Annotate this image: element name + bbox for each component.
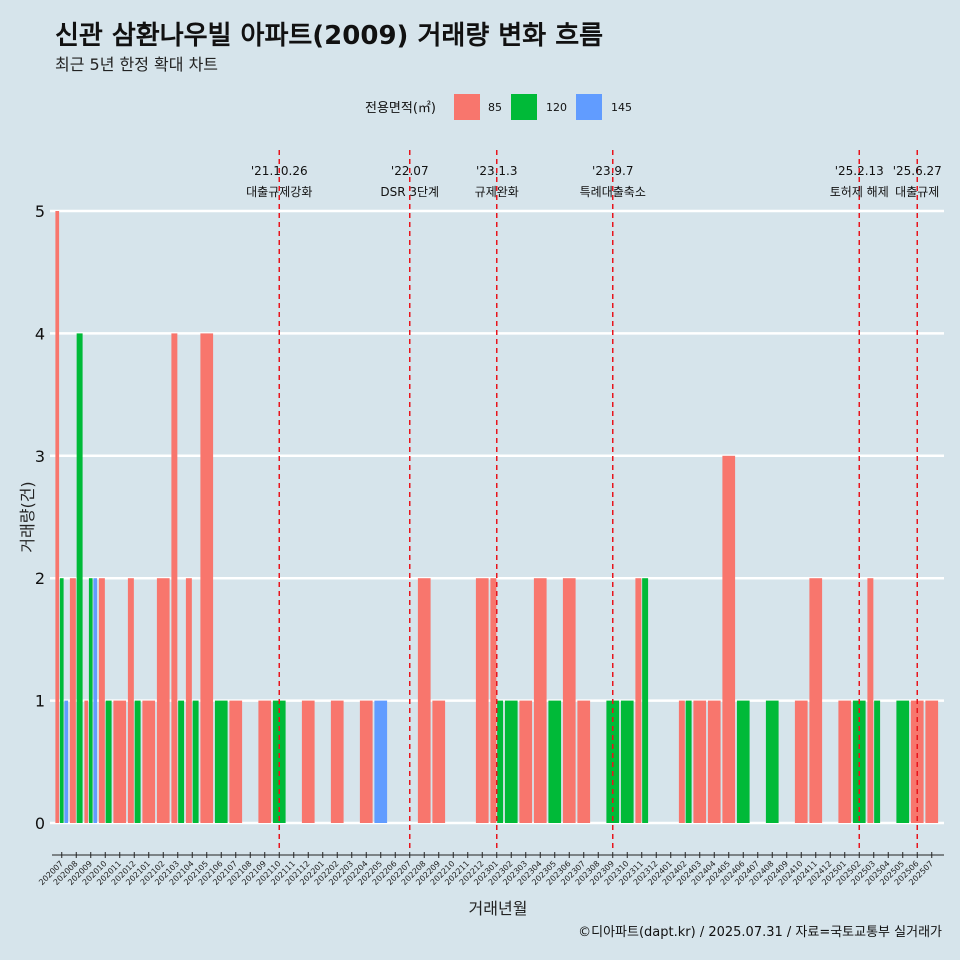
event-date-label: '23.1.3 xyxy=(476,164,517,178)
event-name-label: DSR 3단계 xyxy=(380,185,439,199)
bar-202402-120 xyxy=(685,700,692,823)
bar-202105-85 xyxy=(200,333,214,823)
bar-202305-120 xyxy=(548,700,562,823)
event-name-label: 대출규제강화 xyxy=(246,185,312,199)
bar-202103-120 xyxy=(178,700,185,823)
bar-202306-85 xyxy=(562,578,576,823)
bar-202106-120 xyxy=(214,700,228,823)
bar-202103-85 xyxy=(171,333,178,823)
legend-label-120: 120 xyxy=(546,101,567,114)
bars xyxy=(55,211,939,823)
bar-202403-85 xyxy=(693,700,707,823)
bar-202110-120 xyxy=(272,700,286,823)
bar-202012-120 xyxy=(134,700,141,823)
event-date-label: '25.6.27 xyxy=(893,164,942,178)
y-tick-label: 1 xyxy=(35,692,45,711)
bar-202304-85 xyxy=(533,578,547,823)
bar-202007-145 xyxy=(64,700,69,823)
bar-202007-85 xyxy=(55,211,60,823)
bar-202311-85 xyxy=(635,578,642,823)
event-name-label: 토허제 해제 xyxy=(830,185,889,199)
legend: 전용면적(㎡) 85 120 145 xyxy=(365,94,632,120)
y-tick-label: 0 xyxy=(35,814,45,833)
chart-subtitle: 최근 5년 한정 확대 차트 xyxy=(55,55,218,74)
bar-202104-120 xyxy=(192,700,199,823)
bar-202010-120 xyxy=(105,700,112,823)
bar-202307-85 xyxy=(577,700,591,823)
bar-202405-85 xyxy=(722,455,736,823)
event-lines: '21.10.26 대출규제강화 '22.07 DSR 3단계 '23.1.3 규제완화 '… xyxy=(246,150,942,850)
bar-202112-85 xyxy=(301,700,315,823)
legend-title: 전용면적(㎡) xyxy=(365,101,436,116)
bar-202309-120 xyxy=(606,700,620,823)
bar-202202-85 xyxy=(330,700,344,823)
bar-202104-85 xyxy=(185,578,192,823)
legend-swatch-85 xyxy=(454,94,480,120)
bar-202008-120 xyxy=(76,333,83,823)
bar-202406-120 xyxy=(736,700,750,823)
y-axis-title: 거래량(건) xyxy=(18,481,37,552)
event-name-label: 특례대출축소 xyxy=(580,185,646,199)
bar-202303-85 xyxy=(519,700,533,823)
bar-202012-85 xyxy=(127,578,134,823)
y-tick-labels: 0 1 2 3 4 5 xyxy=(35,202,45,833)
bar-202212-85 xyxy=(475,578,489,823)
bar-202310-120 xyxy=(620,700,634,823)
bar-202503-85 xyxy=(867,578,874,823)
bar-202502-120 xyxy=(852,700,866,823)
y-tick-label: 4 xyxy=(35,324,45,343)
bar-202009-85 xyxy=(84,700,89,823)
bar-202311-120 xyxy=(642,578,649,823)
bar-202411-85 xyxy=(809,578,823,823)
bar-202302-120 xyxy=(504,700,518,823)
bar-202109-85 xyxy=(258,700,272,823)
bar-202301-85 xyxy=(490,578,497,823)
bar-202008-85 xyxy=(69,578,76,823)
legend-label-145: 145 xyxy=(611,101,632,114)
bar-202209-85 xyxy=(432,700,446,823)
chart-title: 신관 삼환나우빌 아파트(2009) 거래량 변화 흐름 xyxy=(55,21,603,51)
bar-202408-120 xyxy=(765,700,779,823)
bar-202505-120 xyxy=(896,700,910,823)
bar-202404-85 xyxy=(707,700,721,823)
bar-202009-120 xyxy=(88,578,93,823)
event-date-label: '22.07 xyxy=(391,164,429,178)
event-name-label: 대출규제 xyxy=(895,185,939,199)
event-date-label: '25.2.13 xyxy=(835,164,884,178)
legend-label-85: 85 xyxy=(488,101,502,114)
event-date-label: '21.10.26 xyxy=(251,164,308,178)
bar-202208-85 xyxy=(417,578,431,823)
x-axis-title: 거래년월 xyxy=(469,899,528,918)
event-date-label: '23.9.7 xyxy=(592,164,633,178)
bar-202009-145 xyxy=(93,578,98,823)
y-tick-label: 3 xyxy=(35,447,45,466)
bar-202007-120 xyxy=(59,578,64,823)
x-axis: 2020072020082020092020102020112020122021… xyxy=(37,852,944,887)
bar-202204-85 xyxy=(359,700,373,823)
bar-202102-85 xyxy=(156,578,170,823)
bar-202301-120 xyxy=(497,700,504,823)
legend-swatch-145 xyxy=(576,94,602,120)
bar-202501-85 xyxy=(838,700,852,823)
bar-202506-85 xyxy=(910,700,924,823)
bar-202507-85 xyxy=(925,700,939,823)
bar-202010-85 xyxy=(98,578,105,823)
bar-202101-85 xyxy=(142,700,156,823)
bar-202107-85 xyxy=(229,700,243,823)
y-tick-label: 5 xyxy=(35,202,45,221)
bar-202402-85 xyxy=(678,700,685,823)
bar-202011-85 xyxy=(113,700,127,823)
bar-202410-85 xyxy=(794,700,808,823)
y-tick-label: 2 xyxy=(35,569,45,588)
bar-202205-145 xyxy=(374,700,388,823)
event-name-label: 규제완화 xyxy=(475,185,519,199)
bar-202503-120 xyxy=(874,700,881,823)
caption: ©디아파트(dapt.kr) / 2025.07.31 / 자료=국토교통부 실… xyxy=(578,925,942,940)
legend-swatch-120 xyxy=(511,94,537,120)
